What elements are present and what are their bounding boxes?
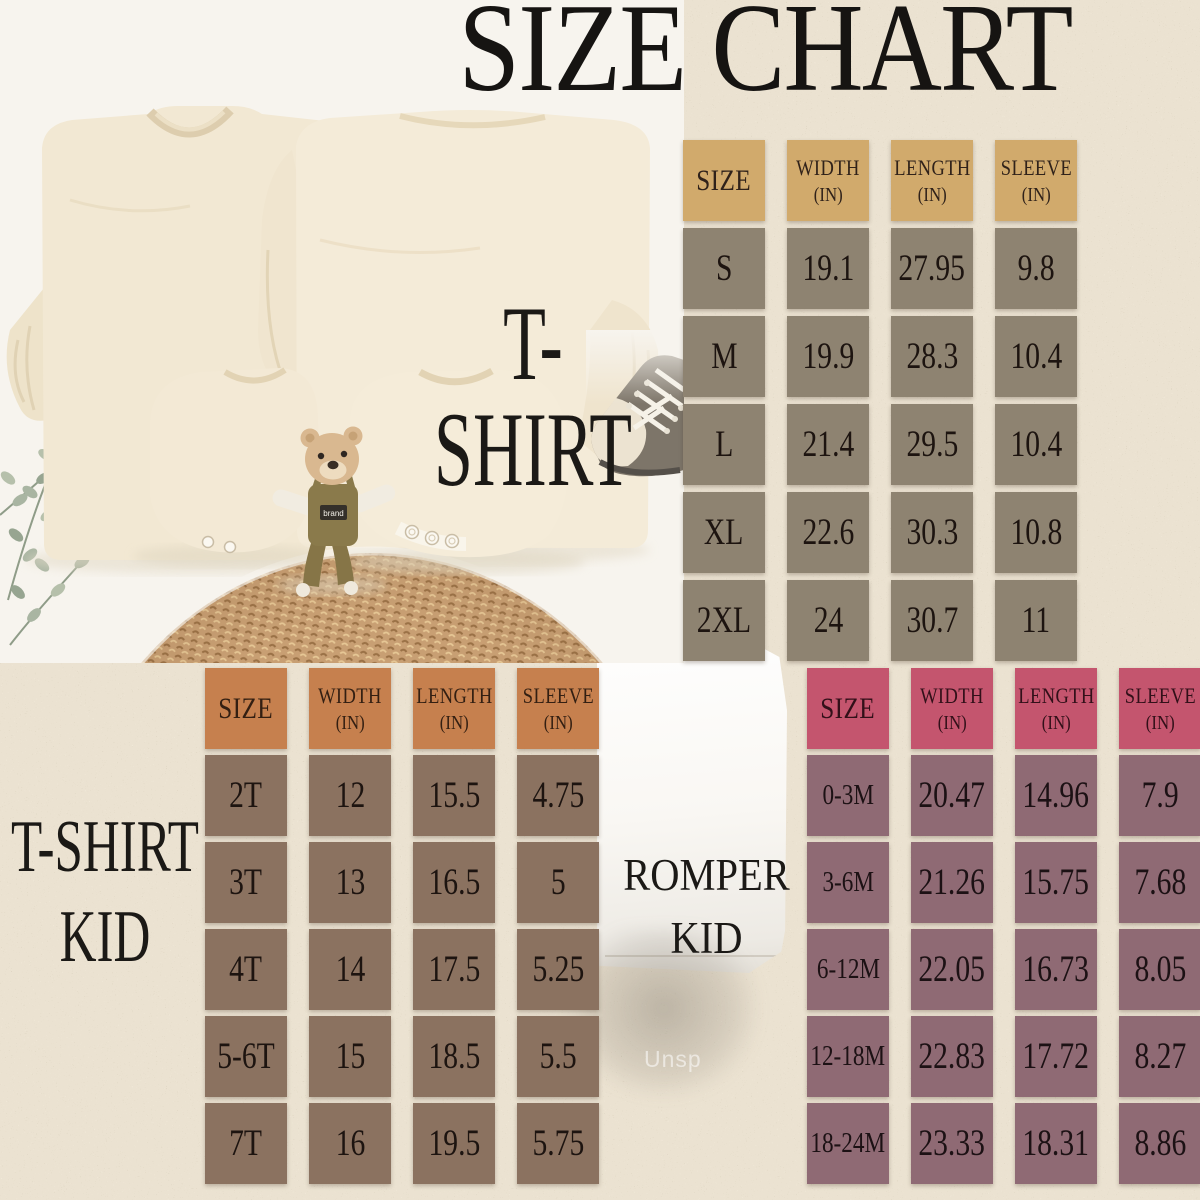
value-cell: 21.4 [787, 404, 869, 485]
value-cell: 19.5 [413, 1103, 495, 1184]
value-cell: 7.9 [1119, 755, 1200, 836]
value-cell: 17.72 [1015, 1016, 1097, 1097]
value-cell: 21.26 [911, 842, 993, 923]
watermark: Unsp [644, 1046, 702, 1072]
value-cell: 22.05 [911, 929, 993, 1010]
value-cell: 19.1 [787, 228, 869, 309]
column-header: LENGTH (IN) [413, 668, 495, 749]
value-cell: 16.73 [1015, 929, 1097, 1010]
column-header: WIDTH (IN) [309, 668, 391, 749]
bear-tag-label: brand [320, 505, 347, 520]
label-text: T-SHIRT [11, 806, 199, 888]
size-cell: 2T [205, 755, 287, 836]
label-text: KID [59, 896, 151, 978]
value-cell: 30.3 [891, 492, 973, 573]
column-header: LENGTH (IN) [1015, 668, 1097, 749]
column-header: WIDTH (IN) [787, 140, 869, 221]
size-cell: XL [683, 492, 765, 573]
value-cell: 20.47 [911, 755, 993, 836]
value-cell: 29.5 [891, 404, 973, 485]
column-header: SIZE [683, 140, 765, 221]
value-cell: 12 [309, 755, 391, 836]
size-cell: 6-12M [807, 929, 889, 1010]
size-cell: 3-6M [807, 842, 889, 923]
column-header: SIZE [205, 668, 287, 749]
label-romper-kid: ROMPER KID [623, 844, 790, 970]
value-cell: 5.5 [517, 1016, 599, 1097]
value-cell: 16 [309, 1103, 391, 1184]
value-cell: 23.33 [911, 1103, 993, 1184]
size-cell: 18-24M [807, 1103, 889, 1184]
value-cell: 16.5 [413, 842, 495, 923]
value-cell: 13 [309, 842, 391, 923]
value-cell: 28.3 [891, 316, 973, 397]
size-cell: 5-6T [205, 1016, 287, 1097]
value-cell: 19.9 [787, 316, 869, 397]
sneaker [586, 330, 686, 477]
value-cell: 24 [787, 580, 869, 661]
value-cell: 10.8 [995, 492, 1077, 573]
cloth-shadow [565, 928, 800, 1196]
value-cell: 9.8 [995, 228, 1077, 309]
value-cell: 5 [517, 842, 599, 923]
column-header: WIDTH (IN) [911, 668, 993, 749]
size-cell: 7T [205, 1103, 287, 1184]
value-cell: 18.5 [413, 1016, 495, 1097]
value-cell: 30.7 [891, 580, 973, 661]
value-cell: 11 [995, 580, 1077, 661]
value-cell: 14.96 [1015, 755, 1097, 836]
size-cell: 0-3M [807, 755, 889, 836]
column-header: SLEEVE (IN) [517, 668, 599, 749]
teddy-bear: brand [272, 426, 396, 597]
label-text: T-SHIRT [434, 285, 632, 508]
column-header: LENGTH (IN) [891, 140, 973, 221]
value-cell: 27.95 [891, 228, 973, 309]
value-cell: 7.68 [1119, 842, 1200, 923]
size-table-romper-kid: SIZE WIDTH (IN) LENGTH (IN) SLEEVE (IN) 0-3M 20.… [807, 668, 1200, 1184]
size-cell: S [683, 228, 765, 309]
size-cell: 3T [205, 842, 287, 923]
cloth-hem [604, 955, 778, 957]
value-cell: 14 [309, 929, 391, 1010]
value-cell: 5.75 [517, 1103, 599, 1184]
size-cell: M [683, 316, 765, 397]
value-cell: 15.5 [413, 755, 495, 836]
size-cell: 4T [205, 929, 287, 1010]
size-cell: 12-18M [807, 1016, 889, 1097]
label-tshirt-kid: T-SHIRT KID [4, 802, 205, 982]
size-table-tshirt-kid: SIZE WIDTH (IN) LENGTH (IN) SLEEVE (IN) 2T 12 15.… [205, 668, 599, 1184]
value-cell: 10.4 [995, 404, 1077, 485]
value-cell: 18.31 [1015, 1103, 1097, 1184]
label-tshirt-adult: T-SHIRT [424, 291, 642, 503]
size-table-tshirt-adult: SIZE WIDTH (IN) LENGTH (IN) SLEEVE (IN) S 19.1 27… [683, 140, 1077, 661]
snap-buttons [201, 524, 460, 554]
label-text: ROMPER [623, 850, 790, 900]
column-header: SLEEVE (IN) [1119, 668, 1200, 749]
value-cell: 22.6 [787, 492, 869, 573]
page-title: SIZE CHART [458, 0, 1073, 118]
size-cell: 2XL [683, 580, 765, 661]
svg-text:brand: brand [323, 509, 343, 518]
value-cell: 22.83 [911, 1016, 993, 1097]
size-cell: L [683, 404, 765, 485]
value-cell: 10.4 [995, 316, 1077, 397]
baby-rompers [133, 367, 585, 574]
value-cell: 4.75 [517, 755, 599, 836]
value-cell: 8.27 [1119, 1016, 1200, 1097]
hanging-cloth-photo [597, 618, 787, 973]
value-cell: 17.5 [413, 929, 495, 1010]
column-header: SLEEVE (IN) [995, 140, 1077, 221]
value-cell: 5.25 [517, 929, 599, 1010]
label-text: KID [670, 913, 743, 963]
value-cell: 8.05 [1119, 929, 1200, 1010]
value-cell: 15.75 [1015, 842, 1097, 923]
value-cell: 8.86 [1119, 1103, 1200, 1184]
value-cell: 15 [309, 1016, 391, 1097]
column-header: SIZE [807, 668, 889, 749]
